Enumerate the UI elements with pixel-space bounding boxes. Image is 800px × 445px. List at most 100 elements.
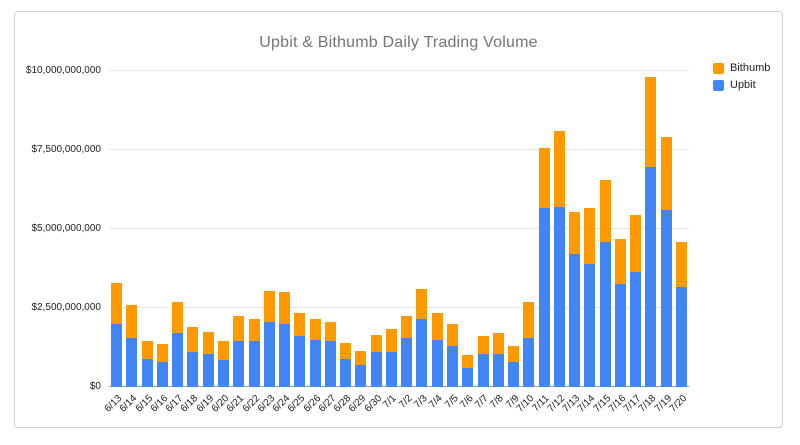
bar-segment-bithumb-6/15[interactable] <box>141 341 153 359</box>
bar-segment-upbit-6/13[interactable] <box>111 323 123 387</box>
bar-6/26[interactable] <box>307 71 322 387</box>
bar-segment-bithumb-7/14[interactable] <box>584 208 596 264</box>
bar-segment-upbit-6/29[interactable] <box>355 364 367 387</box>
bar-segment-upbit-7/7[interactable] <box>477 353 489 387</box>
bar-segment-upbit-7/10[interactable] <box>523 338 535 387</box>
bar-segment-bithumb-6/18[interactable] <box>187 326 199 353</box>
bar-7/12[interactable] <box>552 71 567 387</box>
bar-7/3[interactable] <box>414 71 429 387</box>
bar-7/17[interactable] <box>628 71 643 387</box>
bar-segment-upbit-6/23[interactable] <box>263 322 275 387</box>
bar-6/13[interactable] <box>109 71 124 387</box>
bar-segment-bithumb-6/17[interactable] <box>172 301 184 334</box>
bar-segment-bithumb-6/25[interactable] <box>294 312 306 337</box>
bar-segment-upbit-6/21[interactable] <box>233 341 245 387</box>
bar-segment-bithumb-7/2[interactable] <box>401 315 413 339</box>
bar-6/29[interactable] <box>353 71 368 387</box>
bar-6/28[interactable] <box>338 71 353 387</box>
bar-segment-bithumb-7/13[interactable] <box>569 211 581 255</box>
bar-segment-upbit-7/5[interactable] <box>446 345 458 387</box>
bar-6/23[interactable] <box>262 71 277 387</box>
bar-segment-bithumb-7/10[interactable] <box>523 301 535 339</box>
bar-segment-upbit-6/26[interactable] <box>309 339 321 387</box>
bar-segment-bithumb-6/20[interactable] <box>217 341 229 361</box>
bar-7/7[interactable] <box>475 71 490 387</box>
bar-segment-bithumb-6/16[interactable] <box>156 344 168 362</box>
bar-6/24[interactable] <box>277 71 292 387</box>
bar-segment-upbit-7/2[interactable] <box>401 338 413 387</box>
bar-segment-upbit-7/17[interactable] <box>630 271 642 387</box>
bar-segment-upbit-7/8[interactable] <box>492 353 504 387</box>
bar-segment-bithumb-6/24[interactable] <box>279 292 291 324</box>
bar-segment-upbit-7/11[interactable] <box>538 208 550 387</box>
bar-6/20[interactable] <box>216 71 231 387</box>
bar-segment-upbit-7/6[interactable] <box>462 368 474 387</box>
bar-segment-bithumb-7/19[interactable] <box>660 137 672 211</box>
bar-segment-bithumb-7/6[interactable] <box>462 355 474 369</box>
bar-7/18[interactable] <box>643 71 658 387</box>
bar-segment-bithumb-6/27[interactable] <box>324 322 336 342</box>
bar-6/21[interactable] <box>231 71 246 387</box>
bar-segment-upbit-6/19[interactable] <box>202 353 214 387</box>
bar-6/27[interactable] <box>323 71 338 387</box>
bar-segment-bithumb-7/9[interactable] <box>508 345 520 362</box>
bar-7/2[interactable] <box>399 71 414 387</box>
bar-segment-bithumb-6/29[interactable] <box>355 350 367 365</box>
bar-segment-bithumb-6/19[interactable] <box>202 331 214 354</box>
bar-segment-upbit-7/13[interactable] <box>569 254 581 387</box>
bar-segment-upbit-7/16[interactable] <box>614 284 626 387</box>
bar-segment-bithumb-6/28[interactable] <box>340 342 352 359</box>
bar-segment-upbit-7/19[interactable] <box>660 210 672 387</box>
bar-segment-bithumb-6/14[interactable] <box>126 304 138 339</box>
bar-segment-upbit-6/30[interactable] <box>370 352 382 387</box>
bar-segment-bithumb-7/16[interactable] <box>614 238 626 285</box>
bar-segment-upbit-6/17[interactable] <box>172 333 184 387</box>
bar-segment-bithumb-7/1[interactable] <box>385 328 397 353</box>
bar-6/15[interactable] <box>140 71 155 387</box>
bar-segment-bithumb-7/4[interactable] <box>431 312 443 340</box>
bar-7/10[interactable] <box>521 71 536 387</box>
bar-segment-bithumb-7/15[interactable] <box>599 180 611 242</box>
bar-segment-upbit-6/24[interactable] <box>279 323 291 387</box>
bar-6/14[interactable] <box>124 71 139 387</box>
bar-segment-bithumb-7/3[interactable] <box>416 289 428 320</box>
bar-7/9[interactable] <box>506 71 521 387</box>
bar-7/8[interactable] <box>491 71 506 387</box>
bar-segment-upbit-7/1[interactable] <box>385 352 397 387</box>
bar-segment-upbit-7/14[interactable] <box>584 263 596 387</box>
bar-segment-upbit-7/3[interactable] <box>416 319 428 387</box>
bar-segment-upbit-7/9[interactable] <box>508 361 520 387</box>
bar-segment-upbit-7/12[interactable] <box>553 206 565 387</box>
bar-segment-bithumb-7/5[interactable] <box>446 323 458 346</box>
bar-segment-upbit-7/20[interactable] <box>675 287 687 387</box>
bar-7/19[interactable] <box>659 71 674 387</box>
bar-7/6[interactable] <box>460 71 475 387</box>
bar-7/20[interactable] <box>674 71 689 387</box>
bar-segment-bithumb-6/21[interactable] <box>233 315 245 342</box>
bar-segment-bithumb-6/26[interactable] <box>309 319 321 340</box>
bar-segment-bithumb-7/18[interactable] <box>645 77 657 168</box>
bar-segment-upbit-6/16[interactable] <box>156 361 168 387</box>
bar-segment-upbit-6/22[interactable] <box>248 341 260 387</box>
bar-segment-bithumb-6/22[interactable] <box>248 319 260 342</box>
bar-segment-upbit-6/25[interactable] <box>294 336 306 387</box>
bar-6/30[interactable] <box>369 71 384 387</box>
bar-6/25[interactable] <box>292 71 307 387</box>
bar-segment-upbit-6/27[interactable] <box>324 341 336 387</box>
bar-segment-bithumb-7/17[interactable] <box>630 214 642 272</box>
bar-6/16[interactable] <box>155 71 170 387</box>
bar-segment-bithumb-7/11[interactable] <box>538 148 550 209</box>
bar-segment-bithumb-7/12[interactable] <box>553 131 565 207</box>
bar-7/15[interactable] <box>598 71 613 387</box>
bar-segment-upbit-7/4[interactable] <box>431 339 443 387</box>
bar-7/1[interactable] <box>384 71 399 387</box>
bar-segment-upbit-6/18[interactable] <box>187 352 199 387</box>
bar-segment-bithumb-6/13[interactable] <box>111 282 123 324</box>
bar-7/5[interactable] <box>445 71 460 387</box>
bar-6/19[interactable] <box>201 71 216 387</box>
bar-segment-upbit-6/28[interactable] <box>340 358 352 387</box>
bar-7/13[interactable] <box>567 71 582 387</box>
bar-6/22[interactable] <box>246 71 261 387</box>
bar-7/4[interactable] <box>430 71 445 387</box>
bar-segment-bithumb-7/7[interactable] <box>477 336 489 354</box>
